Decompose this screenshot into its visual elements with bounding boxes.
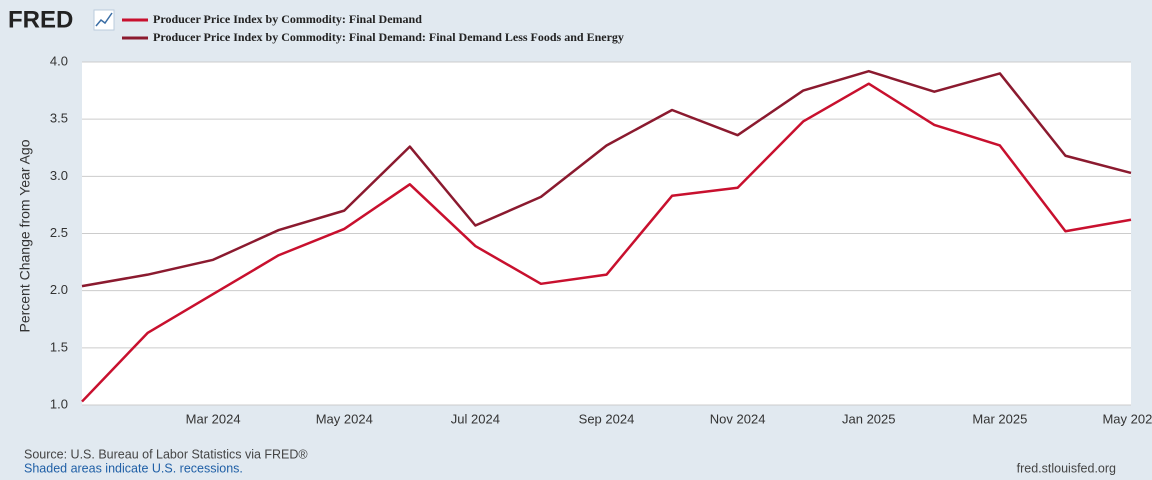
x-tick-label: Nov 2024: [710, 411, 766, 426]
y-axis-title: Percent Change from Year Ago: [17, 139, 33, 332]
series-line: [81, 82, 1132, 403]
x-tick-label: May 2024: [316, 411, 373, 426]
site[interactable]: fred.stlouisfed.org: [1017, 461, 1116, 475]
x-tick-label: Mar 2024: [186, 411, 241, 426]
y-tick-label: 3.5: [50, 111, 68, 126]
legend-label: Producer Price Index by Commodity: Final…: [153, 12, 422, 26]
y-tick-label: 3.0: [50, 168, 68, 183]
y-tick-label: 1.5: [50, 339, 68, 354]
x-tick-label: Jan 2025: [842, 411, 896, 426]
y-tick-label: 4.0: [50, 53, 68, 68]
x-tick-label: Sep 2024: [579, 411, 635, 426]
y-tick-label: 1.0: [50, 396, 68, 411]
x-tick-label: Jul 2024: [451, 411, 500, 426]
y-tick-label: 2.0: [50, 282, 68, 297]
recession-note[interactable]: Shaded areas indicate U.S. recessions.: [24, 461, 243, 475]
legend-label: Producer Price Index by Commodity: Final…: [153, 30, 624, 44]
source: Source: U.S. Bureau of Labor Statistics …: [24, 447, 308, 461]
x-tick-label: Mar 2025: [972, 411, 1027, 426]
logo-icon: [93, 9, 115, 31]
logo: FRED: [8, 6, 73, 33]
x-tick-label: May 2025: [1102, 411, 1152, 426]
series-line: [81, 69, 1132, 288]
y-tick-label: 2.5: [50, 225, 68, 240]
